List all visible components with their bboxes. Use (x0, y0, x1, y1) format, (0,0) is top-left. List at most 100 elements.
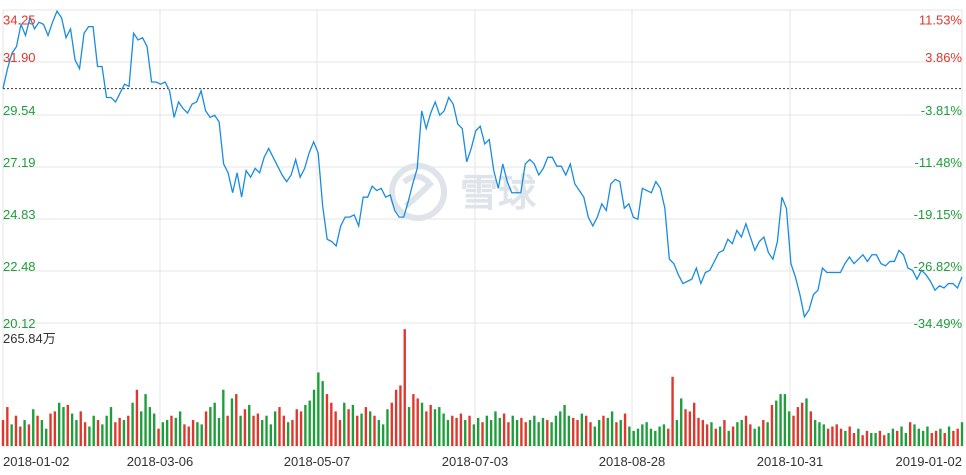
volume-bar (606, 417, 609, 446)
volume-bar (235, 394, 238, 446)
volume-bar (680, 398, 683, 446)
volume-bar (822, 424, 825, 446)
volume-bar (351, 404, 355, 446)
volume-bar (127, 415, 130, 446)
volume-bar (347, 409, 350, 446)
volume-bar (464, 420, 467, 446)
volume-bar (273, 411, 277, 446)
volume-bar (701, 420, 704, 446)
volume-bar (762, 420, 765, 446)
volume-bar (766, 422, 769, 446)
volume-bar (83, 422, 87, 446)
volume-bars (1, 329, 964, 446)
volume-bar (75, 420, 78, 446)
x-axis-labels: 2018-01-02 2018-03-06 2018-05-07 2018-07-03… (3, 454, 962, 469)
volume-bar (161, 422, 165, 446)
volume-bar (489, 420, 493, 446)
volume-bar (131, 402, 134, 446)
volume-bar (809, 411, 812, 446)
volume-bar (416, 398, 419, 446)
volume-bar (921, 430, 925, 446)
volume-bar (32, 409, 35, 446)
volume-bar (101, 424, 104, 446)
volume-bar (282, 415, 285, 446)
volume-bar (610, 411, 614, 446)
y-right-tick-label: -19.15% (914, 207, 963, 222)
volume-bar (628, 426, 631, 446)
volume-bar (252, 415, 255, 446)
y-left-tick-label: 29.54 (3, 103, 36, 118)
volume-bar (710, 422, 713, 446)
volume-bar (209, 407, 212, 446)
volume-bar (636, 428, 640, 446)
volume-bar (472, 424, 476, 446)
volume-bar (641, 424, 644, 446)
volume-bar (818, 422, 821, 446)
volume-bar (524, 422, 527, 446)
volume-bar (412, 394, 415, 446)
volume-bar (770, 404, 774, 446)
volume-bar (45, 428, 48, 446)
volume-bar (373, 415, 376, 446)
volume-bar (848, 426, 851, 446)
volume-bar (896, 430, 899, 446)
volume-bar (291, 420, 294, 446)
volume-bar (369, 411, 372, 446)
x-tick-label: 2018-03-06 (127, 454, 194, 469)
volume-bar (239, 415, 242, 446)
volume-bar (49, 413, 52, 446)
volume-bar (200, 424, 203, 446)
volume-bar (204, 411, 208, 446)
volume-bar (6, 407, 9, 446)
volume-bar (649, 428, 653, 446)
volume-bar (654, 430, 657, 446)
watermark-text: 雪球 (460, 173, 537, 215)
volume-bar (330, 402, 333, 446)
volume-bar (554, 415, 558, 446)
volume-bar (623, 413, 627, 446)
volume-bar (580, 413, 584, 446)
volume-bar (697, 417, 700, 446)
volume-bar (796, 407, 800, 446)
volume-bar (243, 409, 247, 446)
y-axis-right-labels: 11.53% 3.86% -3.81% -11.48% -19.15% -26.82% -3… (914, 13, 963, 331)
volume-bar (317, 372, 320, 446)
volume-bar (589, 422, 592, 446)
volume-bar (934, 430, 938, 446)
volume-bar (692, 402, 696, 446)
volume-bar (144, 394, 147, 446)
volume-bar (917, 428, 920, 446)
volume-bar (960, 422, 964, 446)
volume-bar (805, 398, 808, 446)
volume-bar (148, 407, 152, 446)
x-tick-label: 2018-07-03 (442, 454, 509, 469)
volume-bar (908, 422, 912, 446)
volume-bar (520, 417, 523, 446)
volume-bar (10, 424, 13, 446)
volume-bar (308, 400, 311, 446)
volume-bar (14, 415, 18, 446)
volume-bar (109, 407, 113, 446)
volume-bar (740, 420, 743, 446)
volume-bar (183, 424, 186, 446)
volume-bar (459, 413, 463, 446)
volume-bar (887, 433, 890, 446)
volume-bar (455, 417, 458, 446)
volume-bar (248, 404, 251, 446)
volume-bar (844, 430, 847, 446)
volume-bar (528, 420, 532, 446)
volume-bar (386, 409, 389, 446)
volume-bar (900, 426, 903, 446)
volume-bar (57, 402, 61, 446)
volume-bar (943, 433, 946, 446)
volume-bar (407, 407, 411, 446)
y-left-tick-label: 24.83 (3, 207, 36, 222)
volume-bar (667, 428, 670, 446)
volume-bar (800, 402, 804, 446)
x-tick-label: 2019-01-02 (896, 454, 963, 469)
volume-bar (839, 428, 843, 446)
y-left-tick-label: 34.25 (3, 13, 36, 28)
volume-bar (399, 385, 402, 446)
volume-bar (213, 402, 216, 446)
volume-bar (727, 430, 730, 446)
